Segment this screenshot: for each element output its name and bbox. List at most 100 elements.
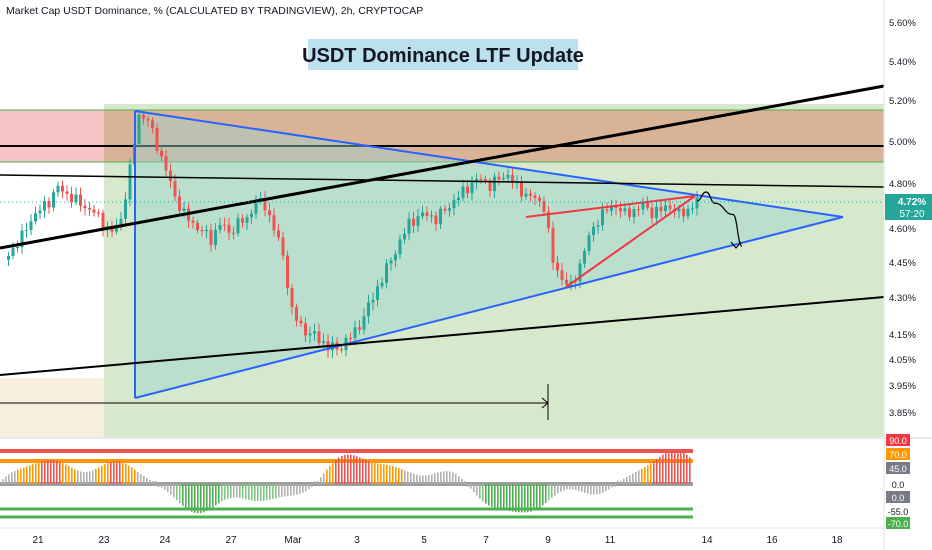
candle-body xyxy=(601,209,604,226)
oscillator-bar xyxy=(626,476,628,484)
oscillator-bar xyxy=(2,479,4,484)
candle-body xyxy=(20,230,24,247)
candle-body xyxy=(628,208,631,217)
oscillator-bar xyxy=(521,484,523,513)
oscillator-bar xyxy=(296,484,298,495)
oscillator-bar xyxy=(455,474,457,484)
horizontal-resistance-line[interactable] xyxy=(0,174,885,188)
candle-body xyxy=(263,198,267,211)
oscillator-bar xyxy=(572,484,574,490)
candle-body xyxy=(205,230,208,232)
x-tick-label: 14 xyxy=(701,535,713,546)
candle-body xyxy=(290,288,294,308)
oscillator-bar xyxy=(299,484,301,494)
oscillator-bar xyxy=(635,471,637,484)
oscillator-bar xyxy=(218,484,220,504)
oscillator-bar xyxy=(428,474,430,484)
oscillator-bar xyxy=(680,451,682,484)
y-tick-label: 4.05% xyxy=(889,355,916,366)
candle-body xyxy=(160,150,163,157)
candle-body xyxy=(43,200,46,211)
oscillator-bar xyxy=(311,484,313,487)
candle-body xyxy=(241,218,244,223)
oscillator-bar xyxy=(32,464,34,484)
oscillator-bar xyxy=(458,476,460,484)
oscillator-bar xyxy=(659,456,661,484)
x-tick-label: 3 xyxy=(354,535,360,546)
candle-body xyxy=(16,246,19,248)
oscillator-bar xyxy=(209,484,211,510)
oscillator-bar xyxy=(149,480,151,484)
candle-body xyxy=(682,208,685,217)
y-tick-label: 4.30% xyxy=(889,293,916,304)
oscillator-bar xyxy=(176,484,178,501)
oscillator-bar xyxy=(599,484,601,494)
oscillator-bar xyxy=(437,472,439,484)
oscillator-bar xyxy=(191,484,193,512)
rising-trendline[interactable] xyxy=(0,84,885,250)
y-tick-label: 5.00% xyxy=(889,137,916,148)
candle-body xyxy=(29,221,33,231)
oscillator-bar xyxy=(395,466,397,484)
oscillator-bar xyxy=(566,484,568,490)
oscillator-bar xyxy=(419,475,421,484)
candle-body xyxy=(497,176,501,180)
oscillator-axis-badges: 90.0 70.0 45.0 0.0 0.0 -55.0 -70.0 xyxy=(886,434,910,529)
candle-body xyxy=(70,193,73,203)
oscillator-panel xyxy=(0,449,693,519)
oscillator-bar xyxy=(674,450,676,484)
candle-body xyxy=(425,212,429,216)
candle-body xyxy=(610,206,613,211)
candle-body xyxy=(124,199,127,219)
oscillator-bar xyxy=(629,475,631,484)
oscillator-bar xyxy=(608,484,610,490)
oscillator-bar xyxy=(416,474,418,484)
oscillator-bar xyxy=(101,465,103,484)
osc-axis-label: 0.0 xyxy=(892,480,905,490)
candle-body xyxy=(115,224,118,232)
oscillator-bar xyxy=(509,484,511,512)
candle-body xyxy=(146,118,150,121)
oscillator-bar xyxy=(275,484,277,499)
oscillator-bar xyxy=(470,484,472,489)
date-range-arrowhead xyxy=(541,397,549,409)
candle-body xyxy=(155,128,159,151)
oscillator-bar xyxy=(5,476,7,484)
oscillator-bar xyxy=(140,473,142,484)
oscillator-bar xyxy=(677,450,679,484)
candle-body xyxy=(547,211,550,229)
candle-body xyxy=(317,331,321,344)
candle-body xyxy=(466,186,469,194)
wedge-lower-line xyxy=(565,195,696,288)
oscillator-bar xyxy=(47,459,49,484)
oscillator-bar xyxy=(686,454,688,484)
oscillator-bar xyxy=(314,481,316,484)
oscillator-bar xyxy=(407,471,409,484)
wedge-upper-line xyxy=(525,195,696,218)
osc-axis-badge xyxy=(886,448,910,460)
oscillator-bar xyxy=(305,484,307,492)
lower-support-line[interactable] xyxy=(0,296,885,376)
oscillator-bar xyxy=(194,484,196,513)
oscillator-bar xyxy=(206,484,208,512)
oscillator-bar xyxy=(650,463,652,484)
y-tick-label: 4.80% xyxy=(889,179,916,190)
x-tick-labels: 21 23 24 27 Mar 3 5 7 9 11 14 16 18 xyxy=(32,535,843,546)
candle-body xyxy=(371,299,375,303)
y-tick-label: 4.45% xyxy=(889,258,916,269)
oscillator-bar xyxy=(638,470,640,484)
oscillator-bar xyxy=(341,455,343,484)
oscillator-bar xyxy=(8,474,10,484)
oscillator-bar xyxy=(620,480,622,484)
oscillator-bar xyxy=(632,473,634,484)
candle-body xyxy=(56,185,60,193)
oscillator-bar xyxy=(77,470,79,484)
oscillator-bar xyxy=(41,461,43,484)
oscillator-bar xyxy=(590,484,592,495)
oscillator-bar xyxy=(581,484,583,492)
x-tick-label: 27 xyxy=(225,535,237,546)
candle-body xyxy=(164,156,168,171)
candle-body xyxy=(416,216,420,226)
y-tick-label: 5.40% xyxy=(889,57,916,68)
